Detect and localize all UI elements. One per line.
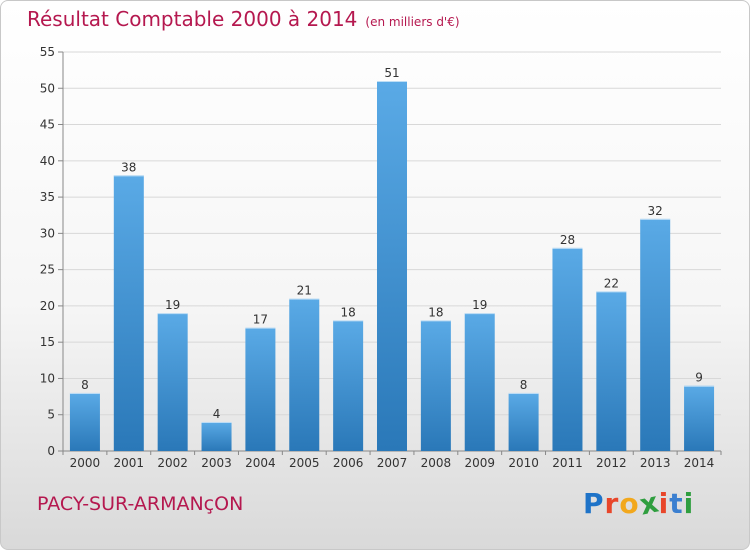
y-tick-label: 20 xyxy=(40,299,55,313)
bar xyxy=(552,247,583,451)
x-tick-label: 2011 xyxy=(552,456,583,470)
logo-letter: r xyxy=(604,487,620,520)
x-tick-label: 2000 xyxy=(70,456,101,470)
y-tick-label: 10 xyxy=(40,371,55,385)
bar xyxy=(69,392,100,451)
data-label: 28 xyxy=(560,233,575,247)
bar xyxy=(508,392,539,451)
chart-title-unit: (en milliers d'€) xyxy=(365,15,460,29)
bar xyxy=(157,313,188,451)
place-name: PACY-SUR-ARMANçON xyxy=(37,493,244,515)
y-tick-label: 45 xyxy=(40,118,55,132)
logo-letter: i xyxy=(658,487,670,520)
chart-title-text: Résultat Comptable 2000 à 2014 xyxy=(27,7,358,31)
y-tick-label: 30 xyxy=(40,226,55,240)
logo-letter: i xyxy=(683,487,695,520)
data-label: 17 xyxy=(253,313,268,327)
data-label: 32 xyxy=(648,204,663,218)
x-tick-label: 2010 xyxy=(508,456,539,470)
y-tick-label: 0 xyxy=(47,444,55,458)
data-label: 51 xyxy=(384,66,399,80)
chart-title: Résultat Comptable 2000 à 2014 (en millie… xyxy=(27,7,460,31)
y-tick-label: 5 xyxy=(47,408,55,422)
data-label: 38 xyxy=(121,160,136,174)
bar xyxy=(377,81,407,451)
x-tick-label: 2012 xyxy=(596,456,627,470)
logo-letter: t xyxy=(669,487,684,520)
x-tick-label: 2014 xyxy=(684,456,715,470)
labels: 0 5 10 15 20 25 30 35 40 45 50 55 8 2000 38 2001 19 2002 4… xyxy=(40,45,715,470)
bar xyxy=(596,291,627,451)
bar xyxy=(289,298,320,451)
data-label: 22 xyxy=(604,276,619,290)
x-tick-label: 2008 xyxy=(421,456,452,470)
logo-letter: o xyxy=(619,487,640,520)
data-label: 21 xyxy=(297,284,312,298)
bar xyxy=(640,218,671,451)
y-tick-label: 55 xyxy=(40,45,55,59)
x-tick-label: 2003 xyxy=(201,456,232,470)
x-tick-label: 2006 xyxy=(333,456,364,470)
x-tick-label: 2001 xyxy=(114,456,145,470)
data-label: 19 xyxy=(165,298,180,312)
proxiti-logo: Proxiti xyxy=(583,485,695,521)
x-tick-label: 2004 xyxy=(245,456,276,470)
data-label: 18 xyxy=(340,305,355,319)
x-tick-label: 2009 xyxy=(464,456,495,470)
data-label: 4 xyxy=(213,407,221,421)
y-tick-label: 50 xyxy=(40,81,55,95)
data-label: 9 xyxy=(695,371,703,385)
x-tick-label: 2013 xyxy=(640,456,671,470)
logo-letter: P xyxy=(583,487,605,520)
data-label: 8 xyxy=(520,378,528,392)
bar xyxy=(684,385,715,451)
x-tick-label: 2007 xyxy=(377,456,408,470)
y-tick-label: 15 xyxy=(40,335,55,349)
data-label: 19 xyxy=(472,298,487,312)
data-label: 8 xyxy=(81,378,89,392)
bar xyxy=(333,320,364,451)
bars xyxy=(69,81,715,451)
x-tick-label: 2002 xyxy=(157,456,188,470)
bar xyxy=(113,175,144,451)
bar xyxy=(245,327,276,451)
bar xyxy=(201,421,232,451)
bar xyxy=(420,320,451,451)
data-label: 18 xyxy=(428,305,443,319)
y-tick-label: 35 xyxy=(40,190,55,204)
x-tick-label: 2005 xyxy=(289,456,320,470)
y-tick-label: 40 xyxy=(40,154,55,168)
y-tick-label: 25 xyxy=(40,263,55,277)
bar xyxy=(464,313,495,451)
